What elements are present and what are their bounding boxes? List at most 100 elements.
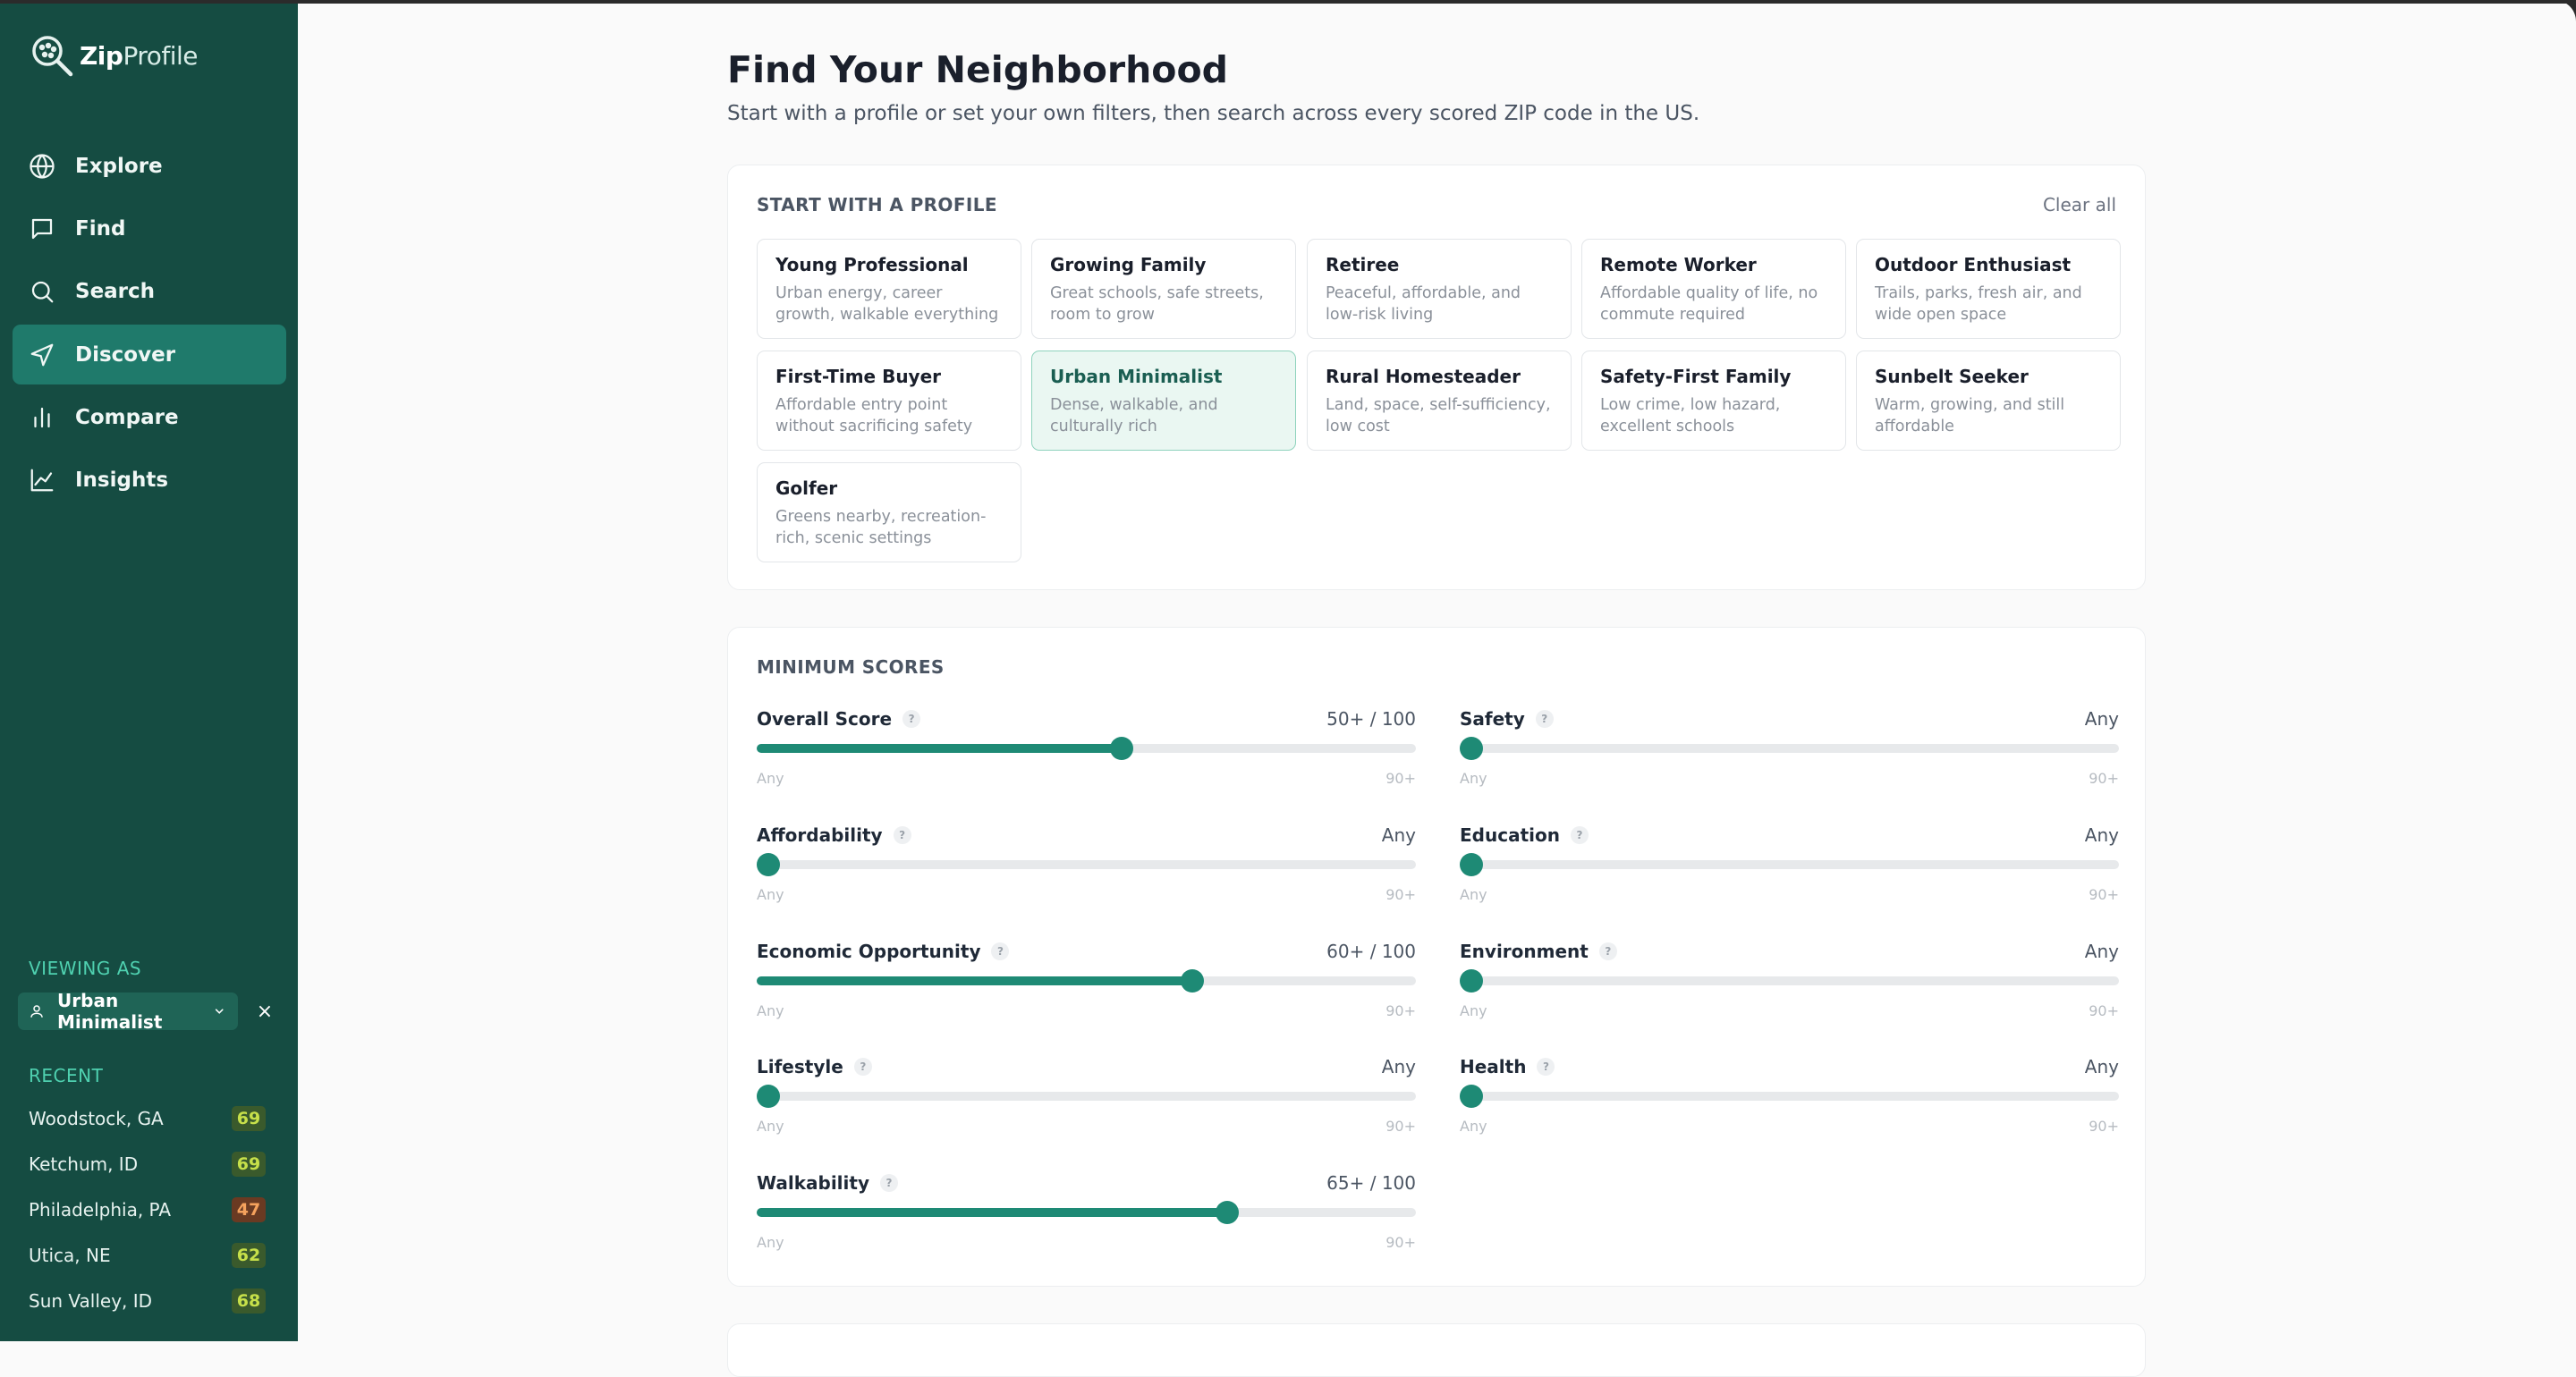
viewing-as-value: Urban Minimalist [57, 990, 163, 1033]
sidebar-item-compare[interactable]: Compare [13, 388, 286, 448]
profile-outdoor-enthusiast[interactable]: Outdoor Enthusiast Trails, parks, fresh … [1856, 239, 2121, 339]
sidebar-item-find[interactable]: Find [13, 199, 286, 258]
minimum-scores-card: MINIMUM SCORES Overall Score? 50+ / 100 … [727, 627, 2146, 1287]
zipprofile-logo[interactable]: ZipProfile [30, 34, 199, 77]
profile-desc: Great schools, safe streets, room to gro… [1050, 284, 1264, 324]
profiles-card-label: START WITH A PROFILE [757, 194, 997, 215]
profiles-card: START WITH A PROFILE Clear all Young Pro… [727, 165, 2146, 590]
sidebar-item-discover[interactable]: Discover [13, 325, 286, 385]
help-icon[interactable]: ? [893, 826, 911, 844]
slider-label: Education? [1460, 824, 1589, 846]
profile-desc: Dense, walkable, and culturally rich [1050, 396, 1218, 435]
slider-value: 60+ / 100 [1326, 941, 1416, 962]
range-min-label: Any [757, 1002, 784, 1019]
slider-thumb[interactable] [757, 853, 780, 876]
slider-track[interactable] [757, 1201, 1416, 1224]
sidebar-item-label: Compare [75, 406, 179, 430]
profile-golfer[interactable]: Golfer Greens nearby, recreation-rich, s… [757, 462, 1021, 562]
slider-thumb[interactable] [1460, 1085, 1483, 1108]
profile-rural-homesteader[interactable]: Rural Homesteader Land, space, self-suff… [1307, 351, 1572, 451]
sidebar-item-insights[interactable]: Insights [13, 451, 286, 511]
slider-label: Safety? [1460, 708, 1554, 730]
profile-retiree[interactable]: Retiree Peaceful, affordable, and low-ri… [1307, 239, 1572, 339]
sidebar-item-explore[interactable]: Explore [13, 136, 286, 196]
profile-desc: Warm, growing, and still affordable [1875, 396, 2065, 435]
slider-value: Any [2084, 941, 2119, 962]
close-icon[interactable]: × [256, 1000, 274, 1023]
slider-fill [757, 744, 1122, 753]
help-icon[interactable]: ? [1535, 710, 1554, 728]
slider-thumb[interactable] [1460, 853, 1483, 876]
help-icon[interactable]: ? [991, 942, 1010, 960]
sidebar-item-label: Discover [75, 342, 176, 367]
range-min-label: Any [1460, 886, 1487, 903]
help-icon[interactable]: ? [853, 1058, 872, 1076]
slider-track[interactable] [757, 969, 1416, 993]
range-max-label: 90+ [1385, 886, 1416, 903]
slider-economic-opportunity: Economic Opportunity? 60+ / 100 Any 90+ [757, 941, 1416, 1039]
slider-track[interactable] [757, 737, 1416, 760]
slider-track[interactable] [1460, 969, 2119, 993]
line-chart-icon [30, 469, 54, 492]
recent-item[interactable]: Ketchum, ID 69 [29, 1141, 266, 1187]
help-icon[interactable]: ? [1598, 942, 1617, 960]
slider-lifestyle: Lifestyle? Any Any 90+ [757, 1056, 1416, 1154]
slider-value: 50+ / 100 [1326, 708, 1416, 730]
profile-name: Urban Minimalist [1050, 366, 1223, 387]
sidebar-item-search[interactable]: Search [13, 262, 286, 322]
slider-track[interactable] [1460, 737, 2119, 760]
help-icon[interactable]: ? [902, 710, 921, 728]
slider-track[interactable] [1460, 853, 2119, 876]
sidebar: ZipProfile Explore Find Search Discover … [0, 0, 298, 1341]
profile-young-professional[interactable]: Young Professional Urban energy, career … [757, 239, 1021, 339]
recent-list: Woodstock, GA 69 Ketchum, ID 69 Philadel… [29, 1095, 266, 1323]
recent-item-name: Philadelphia, PA [29, 1198, 172, 1221]
slider-value: Any [1381, 824, 1416, 846]
recent-item-name: Woodstock, GA [29, 1107, 164, 1129]
message-icon [31, 218, 53, 240]
slider-track[interactable] [757, 1085, 1416, 1108]
profile-desc: Peaceful, affordable, and low-risk livin… [1326, 284, 1521, 324]
help-icon[interactable]: ? [1570, 826, 1589, 844]
slider-thumb[interactable] [757, 1085, 780, 1108]
window-top-edge [0, 0, 2576, 4]
profile-name: Safety-First Family [1600, 366, 1792, 387]
help-icon[interactable]: ? [879, 1174, 898, 1192]
slider-label: Economic Opportunity? [757, 941, 1010, 962]
profile-safety-first-family[interactable]: Safety-First Family Low crime, low hazar… [1581, 351, 1846, 451]
slider-label: Lifestyle? [757, 1056, 872, 1077]
profile-urban-minimalist[interactable]: Urban Minimalist Dense, walkable, and cu… [1031, 351, 1296, 451]
recent-item[interactable]: Utica, NE 62 [29, 1232, 266, 1278]
clear-all-button[interactable]: Clear all [2042, 194, 2116, 215]
range-min-label: Any [757, 770, 784, 787]
recent-item[interactable]: Sun Valley, ID 68 [29, 1278, 266, 1323]
slider-track[interactable] [1460, 1085, 2119, 1108]
range-max-label: 90+ [1385, 1118, 1416, 1135]
profile-remote-worker[interactable]: Remote Worker Affordable quality of life… [1581, 239, 1846, 339]
profile-desc: Low crime, low hazard, excellent schools [1600, 396, 1781, 435]
profile-growing-family[interactable]: Growing Family Great schools, safe stree… [1031, 239, 1296, 339]
help-icon[interactable]: ? [1537, 1058, 1555, 1076]
viewing-as-select[interactable]: Urban Minimalist [18, 990, 238, 1033]
recent-item[interactable]: Philadelphia, PA 47 [29, 1187, 266, 1232]
profile-first-time-buyer[interactable]: First-Time Buyer Affordable entry point … [757, 351, 1021, 451]
slider-thumb[interactable] [1180, 969, 1204, 993]
slider-track[interactable] [757, 853, 1416, 876]
slider-thumb[interactable] [1460, 969, 1483, 993]
profile-name: Growing Family [1050, 254, 1207, 275]
sidebar-item-label: Explore [75, 154, 163, 178]
slider-thumb[interactable] [1216, 1201, 1240, 1224]
logo-magnifier-icon [32, 36, 73, 77]
viewing-as-label: VIEWING AS [29, 958, 142, 979]
range-max-label: 90+ [2089, 770, 2119, 787]
slider-thumb[interactable] [1460, 737, 1483, 760]
score-badge: 62 [232, 1242, 266, 1268]
range-max-label: 90+ [2089, 886, 2119, 903]
recent-item[interactable]: Woodstock, GA 69 [29, 1095, 266, 1141]
recent-item-name: Sun Valley, ID [29, 1289, 153, 1312]
recent-label: RECENT [29, 1065, 104, 1086]
slider-value: Any [2084, 1056, 2119, 1077]
profile-sunbelt-seeker[interactable]: Sunbelt Seeker Warm, growing, and still … [1856, 351, 2121, 451]
profile-desc: Greens nearby, recreation-rich, scenic s… [775, 508, 987, 547]
slider-thumb[interactable] [1109, 737, 1133, 760]
